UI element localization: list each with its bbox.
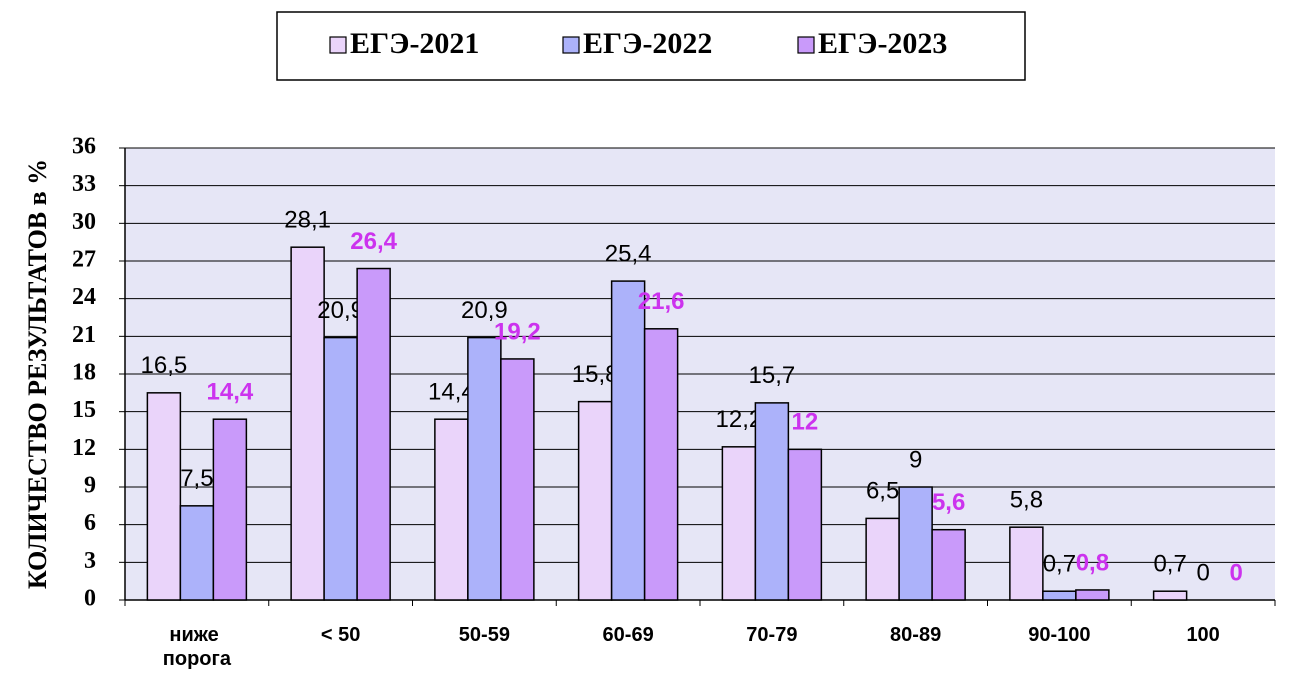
bar — [179, 505, 215, 601]
bar — [643, 328, 679, 601]
y-tick-label: 18 — [72, 360, 96, 386]
data-label: 0,7 — [1043, 551, 1076, 578]
data-label: 12 — [792, 409, 819, 436]
bar — [1075, 589, 1110, 601]
data-label: 28,1 — [284, 207, 331, 234]
legend-label: ЕГЭ-2023 — [818, 27, 947, 60]
data-label: 5,8 — [1010, 487, 1043, 514]
bar — [610, 280, 646, 601]
data-label: 20,9 — [461, 297, 508, 324]
x-tick-label: 70-79 — [746, 624, 797, 646]
x-tick-label: 90-100 — [1028, 624, 1090, 646]
x-tick-label-line: порога — [163, 648, 232, 670]
x-tick-label-line: 90-100 — [1028, 624, 1090, 646]
data-label: 26,4 — [350, 228, 397, 255]
data-label: 14,4 — [207, 379, 254, 406]
legend-swatch — [797, 36, 815, 54]
bar — [146, 392, 182, 601]
data-label: 12,2 — [716, 406, 763, 433]
bar — [467, 336, 502, 601]
y-tick-label: 36 — [72, 134, 96, 160]
legend-swatch — [329, 36, 347, 54]
data-label: 9 — [909, 446, 922, 473]
y-axis-label: КОЛИЧЕСТВО РЕЗУЛЬТАТОВ в % — [23, 159, 52, 589]
bar — [212, 418, 248, 601]
y-tick-label: 6 — [84, 510, 96, 536]
data-label: 0 — [1196, 559, 1209, 586]
x-tick-label-line: 70-79 — [746, 624, 797, 646]
y-tick-label: 3 — [84, 548, 96, 574]
bar — [500, 358, 535, 601]
data-label: 6,5 — [866, 478, 899, 505]
bar — [434, 418, 469, 601]
bar — [323, 336, 358, 601]
x-tick-label-line: < 50 — [321, 624, 360, 646]
x-tick-label: ниже порога — [163, 624, 232, 670]
bar — [898, 486, 933, 601]
bar — [931, 528, 966, 601]
x-tick-label-line: 80-89 — [890, 624, 941, 646]
y-tick-label: 21 — [72, 322, 96, 348]
data-label: 0 — [1229, 559, 1242, 586]
bar — [1152, 590, 1188, 601]
bar — [290, 246, 325, 601]
y-tick-label: 0 — [84, 586, 96, 612]
y-tick-label: 12 — [72, 435, 96, 461]
bar — [1009, 526, 1044, 601]
x-tick-label-line: 60-69 — [603, 624, 654, 646]
y-tick-label: 24 — [72, 284, 96, 310]
data-label: 20,9 — [317, 297, 364, 324]
x-tick-label: 50-59 — [459, 624, 510, 646]
data-label: 16,5 — [141, 352, 188, 379]
data-label: 0,8 — [1076, 549, 1109, 576]
legend-label: ЕГЭ-2022 — [583, 27, 712, 60]
y-tick-label: 15 — [72, 397, 96, 423]
bar — [754, 402, 790, 601]
x-tick-label: 100 — [1186, 624, 1219, 646]
x-tick-label-line: ниже — [169, 624, 224, 646]
data-label: 15,8 — [572, 361, 619, 388]
y-tick-label: 33 — [72, 171, 96, 197]
bar — [1042, 590, 1077, 601]
y-tick-label: 27 — [72, 247, 96, 273]
legend-label: ЕГЭ-2021 — [350, 27, 479, 60]
legend-box — [276, 11, 1026, 81]
y-tick-label: 9 — [84, 473, 96, 499]
bar — [787, 448, 823, 601]
data-label: 19,2 — [494, 318, 541, 345]
legend-swatch — [562, 36, 580, 54]
x-tick-label-line: 50-59 — [459, 624, 510, 646]
data-label: 15,7 — [749, 362, 796, 389]
x-tick-label: 60-69 — [603, 624, 654, 646]
data-label: 14,4 — [428, 379, 475, 406]
data-label: 25,4 — [605, 240, 652, 267]
bar — [356, 267, 391, 601]
data-label: 7,5 — [180, 465, 213, 492]
x-tick-label-line: 100 — [1186, 624, 1219, 646]
data-label: 0,7 — [1153, 551, 1186, 578]
bar — [865, 517, 900, 601]
data-label: 5,6 — [932, 489, 965, 516]
x-tick-label: 80-89 — [890, 624, 941, 646]
y-tick-label: 30 — [72, 209, 96, 235]
data-label: 21,6 — [638, 288, 685, 315]
bar — [577, 400, 613, 601]
bar — [721, 446, 757, 601]
x-tick-label: < 50 — [321, 624, 360, 646]
